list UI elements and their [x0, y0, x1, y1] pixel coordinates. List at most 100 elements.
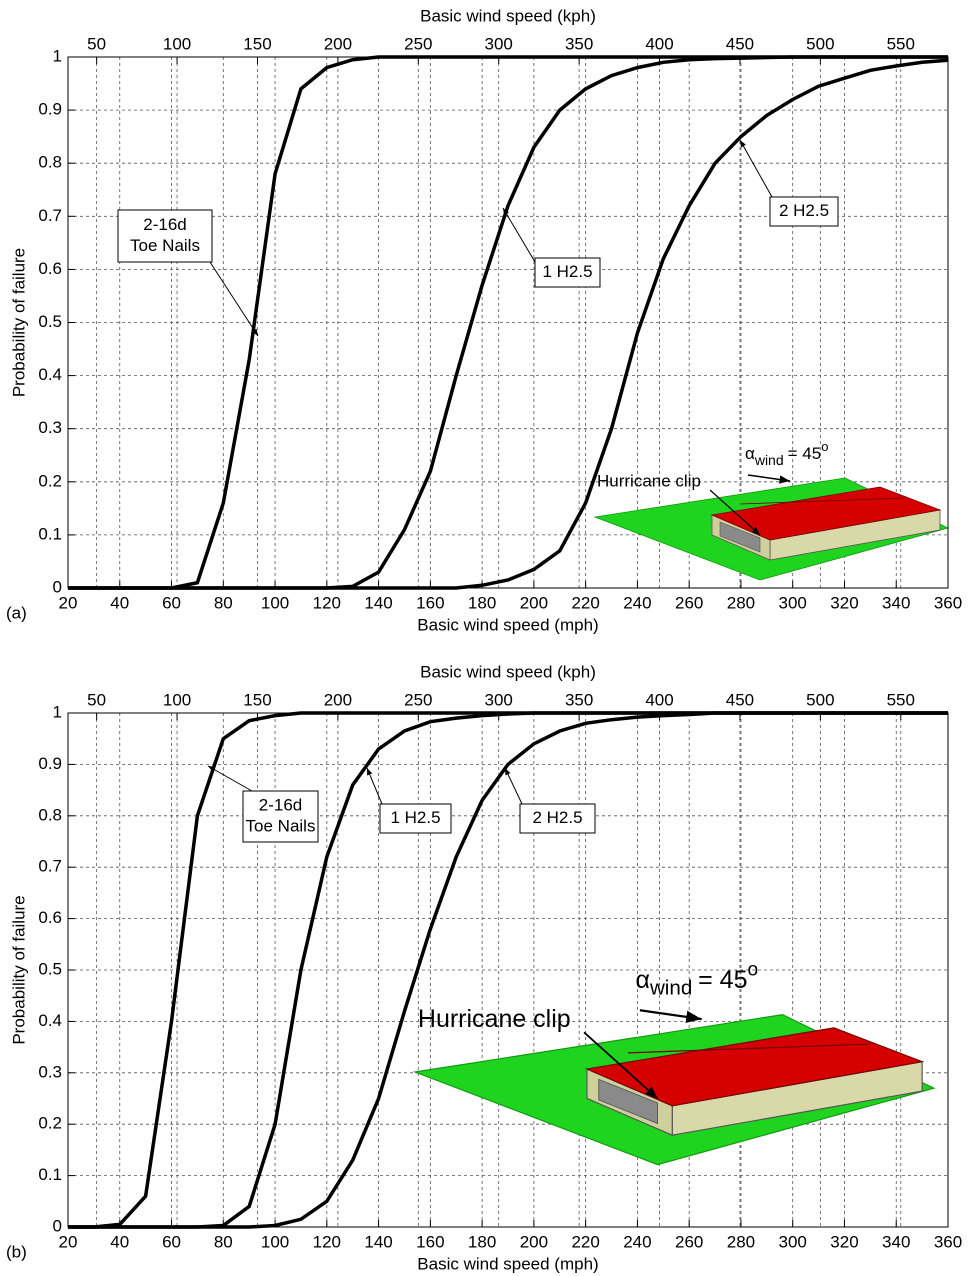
- angle-symbol: α: [636, 965, 650, 993]
- y-tick-label: 1: [53, 46, 62, 65]
- inset-arrow: [583, 1031, 659, 1100]
- y-tick-label: 0.8: [38, 805, 62, 824]
- y-tick-label: 1: [53, 702, 62, 721]
- x-tick-label: 140: [364, 1232, 392, 1251]
- panel-label: (a): [6, 603, 27, 622]
- x2-tick-label: 450: [726, 690, 754, 709]
- y-tick-label: 0.5: [38, 959, 62, 978]
- y-tick-label: 0.7: [38, 206, 62, 225]
- house-window: [598, 1078, 658, 1125]
- annotation-arrow: [504, 767, 523, 805]
- x-tick-label: 220: [571, 1232, 599, 1251]
- angle-value: = 45: [698, 965, 747, 993]
- x-tick-label: 200: [520, 593, 548, 612]
- x-tick-label: 320: [830, 1232, 858, 1251]
- x-tick-label: 160: [416, 593, 444, 612]
- x2-tick-label: 150: [243, 690, 271, 709]
- x-tick-label: 200: [520, 1232, 548, 1251]
- x-tick-label: 40: [110, 1232, 129, 1251]
- angle-degree: o: [747, 960, 758, 981]
- roof-ridge: [739, 497, 906, 505]
- y-axis-title: Probability of failure: [9, 248, 28, 397]
- x-tick-label: 260: [675, 593, 703, 612]
- x-tick-label: 280: [727, 593, 755, 612]
- x-tick-label: 360: [934, 593, 962, 612]
- x-axis-title: Basic wind speed (mph): [417, 615, 598, 634]
- inset-label: Hurricane clip: [418, 1005, 571, 1033]
- house-window: [719, 521, 761, 553]
- x-tick-label: 120: [313, 1232, 341, 1251]
- y-tick-label: 0.2: [38, 1114, 62, 1133]
- y-tick-label: 0.4: [38, 365, 62, 384]
- x-tick-label: 20: [59, 1232, 78, 1251]
- x-tick-label: 220: [571, 593, 599, 612]
- x-tick-label: 240: [623, 1232, 651, 1251]
- x-tick-label: 60: [162, 593, 181, 612]
- y-tick-label: 0.4: [38, 1011, 62, 1030]
- annotation-text: 1 H2.5: [542, 262, 592, 281]
- annotation-text: 1 H2.5: [390, 808, 440, 827]
- annotation-box: [242, 790, 319, 843]
- y-tick-label: 0.5: [38, 312, 62, 331]
- annotation-text: 2-16d: [259, 795, 302, 814]
- x2-tick-label: 550: [887, 34, 915, 53]
- inset-angle: αwind = 45o: [636, 960, 759, 1001]
- annotation-arrow: [739, 139, 773, 198]
- wind-arrow: [747, 474, 791, 484]
- annotation-text: 2-16d: [143, 215, 186, 234]
- y-tick-label: 0.9: [38, 754, 62, 773]
- x-tick-label: 160: [416, 1232, 444, 1251]
- x-tick-label: 280: [727, 1232, 755, 1251]
- annotation-text: Toe Nails: [246, 816, 316, 835]
- y-tick-label: 0.8: [38, 153, 62, 172]
- angle-value: = 45: [788, 444, 822, 463]
- x2-tick-label: 100: [163, 34, 191, 53]
- x-tick-label: 180: [468, 593, 496, 612]
- x2-tick-label: 300: [485, 34, 513, 53]
- x2-axis-title: Basic wind speed (kph): [420, 6, 596, 25]
- x2-tick-label: 350: [565, 34, 593, 53]
- y-tick-label: 0.3: [38, 1062, 62, 1081]
- inset-label: Hurricane clip: [597, 471, 701, 490]
- x2-tick-label: 200: [324, 34, 352, 53]
- x2-tick-label: 250: [404, 690, 432, 709]
- plot-frame: [67, 712, 949, 1228]
- y-tick-label: 0.2: [38, 471, 62, 490]
- x2-tick-label: 300: [485, 690, 513, 709]
- y-tick-label: 0.9: [38, 100, 62, 119]
- x2-tick-label: 350: [565, 690, 593, 709]
- y-tick-label: 0.6: [38, 259, 62, 278]
- x2-tick-label: 400: [645, 34, 673, 53]
- x2-tick-label: 550: [887, 690, 915, 709]
- x-tick-label: 180: [468, 1232, 496, 1251]
- angle-degree: o: [821, 439, 828, 454]
- x-tick-label: 340: [882, 1232, 910, 1251]
- y-tick-label: 0.3: [38, 418, 62, 437]
- panel-label: (b): [6, 1242, 27, 1261]
- x2-tick-label: 500: [806, 34, 834, 53]
- y-tick-label: 0.1: [38, 524, 62, 543]
- annotation-box: [769, 196, 839, 227]
- y-tick-label: 0.1: [38, 1165, 62, 1184]
- y-tick-label: 0.7: [38, 857, 62, 876]
- x2-tick-label: 50: [87, 690, 106, 709]
- x2-tick-label: 100: [163, 690, 191, 709]
- angle-symbol: α: [745, 444, 755, 463]
- annotation-text: 2 H2.5: [779, 201, 829, 220]
- x-tick-label: 300: [779, 1232, 807, 1251]
- x-axis-title: Basic wind speed (mph): [417, 1254, 598, 1273]
- x-tick-label: 80: [214, 1232, 233, 1251]
- wind-arrow: [639, 1009, 702, 1024]
- angle-subscript: wind: [754, 452, 784, 468]
- annotation-arrow: [502, 207, 536, 263]
- x-tick-label: 240: [623, 593, 651, 612]
- x-tick-label: 140: [364, 593, 392, 612]
- x-tick-label: 300: [779, 593, 807, 612]
- annotation-box: [379, 803, 452, 834]
- annotation-text: Toe Nails: [130, 236, 200, 255]
- annotation-box: [519, 803, 596, 834]
- annotation-box: [534, 257, 601, 288]
- x2-axis-title: Basic wind speed (kph): [420, 662, 596, 681]
- angle-subscript: wind: [649, 977, 692, 1000]
